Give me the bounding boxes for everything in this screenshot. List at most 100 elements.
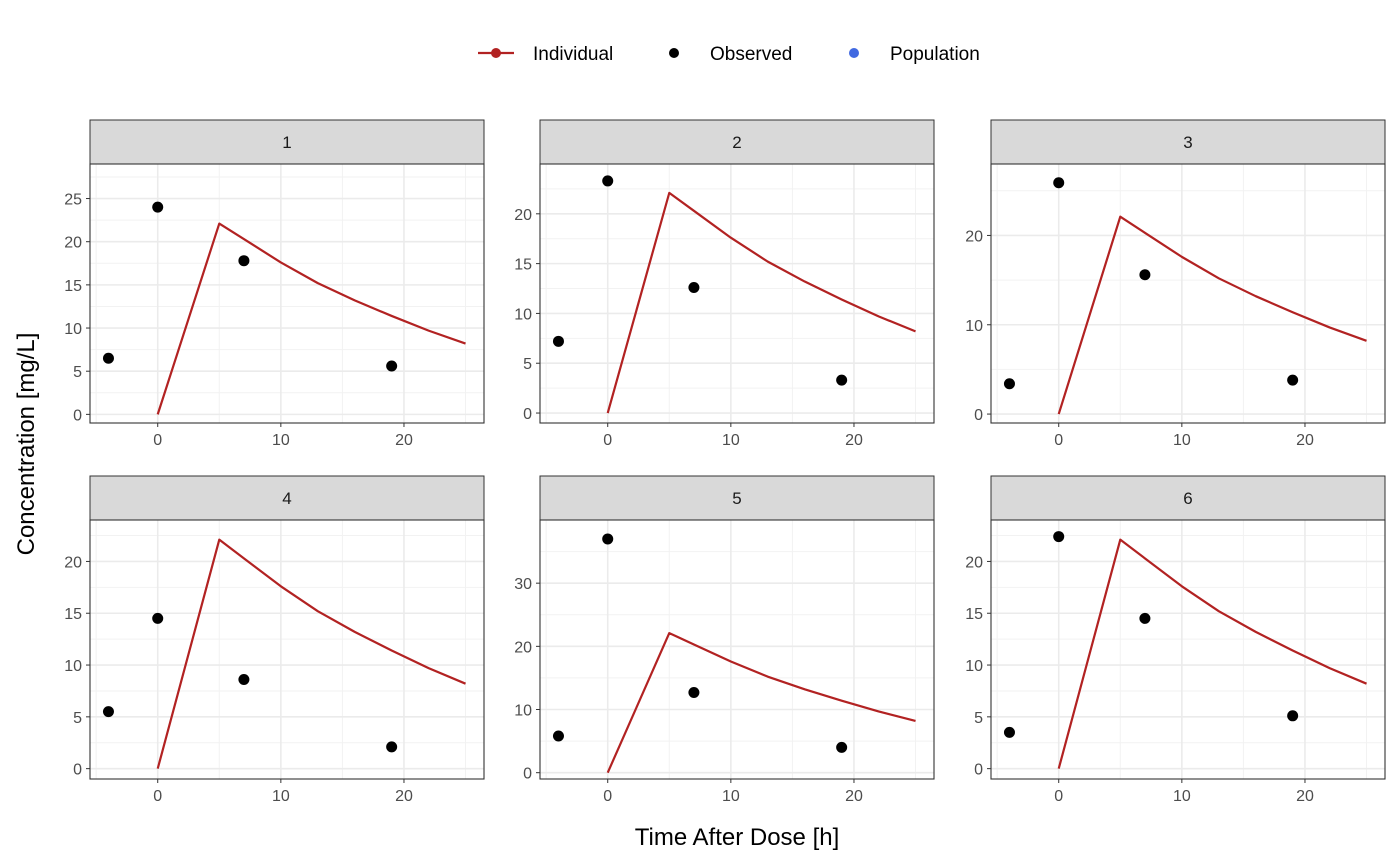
x-tick-label: 20 (395, 432, 413, 449)
y-tick-label: 20 (514, 639, 532, 656)
plot-area (90, 520, 484, 779)
plot-area (991, 164, 1385, 423)
y-tick-label: 25 (64, 192, 82, 209)
plot-area (540, 520, 934, 779)
panel-5: 5 0 10 20 30 0 10 20 (514, 475, 935, 805)
legend-point-symbol (669, 48, 679, 58)
y-tick-label: 10 (64, 321, 82, 338)
strip-label: 3 (1183, 133, 1192, 152)
strip-label: 4 (282, 489, 291, 508)
panel-border (89, 163, 485, 424)
strip-label: 5 (732, 489, 741, 508)
y-tick-label: 5 (73, 710, 82, 727)
y-tick-label: 20 (965, 554, 983, 571)
observed-point (152, 201, 164, 213)
x-tick-label: 20 (1296, 432, 1314, 449)
panel-4: 4 0 5 10 15 20 0 10 20 (64, 475, 485, 805)
x-tick-label: 20 (845, 788, 863, 805)
panel-border (990, 519, 1386, 780)
x-tick-label: 0 (153, 432, 162, 449)
panel-background (540, 520, 934, 779)
observed-point (386, 741, 398, 753)
legend-entry-individual: Individual (478, 44, 613, 65)
observed-point (1003, 726, 1015, 738)
y-tick-label: 5 (974, 710, 983, 727)
y-tick-label: 15 (64, 278, 82, 295)
x-tick-label: 20 (845, 432, 863, 449)
observed-point (1287, 374, 1299, 386)
panel-background (991, 164, 1385, 423)
observed-point (1139, 612, 1151, 624)
legend-label: Individual (533, 44, 613, 65)
panel-3: 3 0 10 20 0 10 20 (965, 119, 1386, 449)
observed-point (102, 352, 114, 364)
x-tick-label: 0 (1054, 432, 1063, 449)
strip-background (990, 475, 1386, 521)
plot-area (90, 164, 484, 423)
observed-point (836, 374, 848, 386)
panel-border (539, 163, 935, 424)
y-tick-label: 0 (523, 406, 532, 423)
x-tick-label: 10 (722, 432, 740, 449)
y-tick-label: 20 (64, 554, 82, 571)
x-tick-label: 20 (1296, 788, 1314, 805)
individual-line (1057, 538, 1367, 769)
x-tick-label: 10 (722, 788, 740, 805)
legend-point-symbol (491, 48, 501, 58)
y-tick-label: 0 (73, 762, 82, 779)
observed-point (688, 282, 700, 294)
x-tick-label: 0 (1054, 788, 1063, 805)
y-tick-label: 10 (64, 658, 82, 675)
y-tick-label: 5 (523, 356, 532, 373)
y-tick-label: 0 (974, 407, 983, 424)
y-tick-label: 30 (514, 576, 532, 593)
panel-border (89, 519, 485, 780)
strip-label: 6 (1183, 489, 1192, 508)
y-tick-label: 10 (514, 703, 532, 720)
y-tick-label: 20 (514, 207, 532, 224)
observed-point (1003, 378, 1015, 390)
panel-border (539, 519, 935, 780)
legend: Individual Observed Population (478, 44, 980, 65)
strip-background (89, 475, 485, 521)
observed-point (152, 612, 164, 624)
y-tick-label: 20 (64, 235, 82, 252)
observed-point (602, 533, 614, 545)
x-tick-label: 10 (272, 432, 290, 449)
individual-line (156, 222, 466, 415)
y-tick-label: 5 (73, 364, 82, 381)
panel-border (990, 163, 1386, 424)
observed-point (552, 335, 564, 347)
y-axis-title: Concentration [mg/L] (13, 333, 40, 556)
individual-line (606, 631, 916, 774)
observed-point (688, 686, 700, 698)
y-tick-label: 15 (64, 606, 82, 623)
y-tick-label: 20 (965, 228, 983, 245)
observed-point (102, 706, 114, 718)
observed-point (836, 741, 848, 753)
y-tick-label: 0 (974, 762, 983, 779)
panel-background (90, 520, 484, 779)
observed-point (1053, 531, 1065, 543)
y-tick-label: 10 (965, 658, 983, 675)
y-tick-label: 10 (514, 306, 532, 323)
observed-point (552, 730, 564, 742)
y-tick-label: 15 (514, 257, 532, 274)
strip-background (539, 475, 935, 521)
observed-point (1139, 269, 1151, 281)
y-tick-label: 0 (523, 766, 532, 783)
strip-background (539, 119, 935, 165)
observed-point (238, 255, 250, 267)
panel-background (540, 164, 934, 423)
legend-point-symbol (849, 48, 859, 58)
panel-background (90, 164, 484, 423)
observed-point (238, 674, 250, 686)
strip-label: 2 (732, 133, 741, 152)
x-tick-label: 10 (1173, 788, 1191, 805)
observed-point (386, 360, 398, 372)
x-tick-label: 20 (395, 788, 413, 805)
x-tick-label: 0 (153, 788, 162, 805)
